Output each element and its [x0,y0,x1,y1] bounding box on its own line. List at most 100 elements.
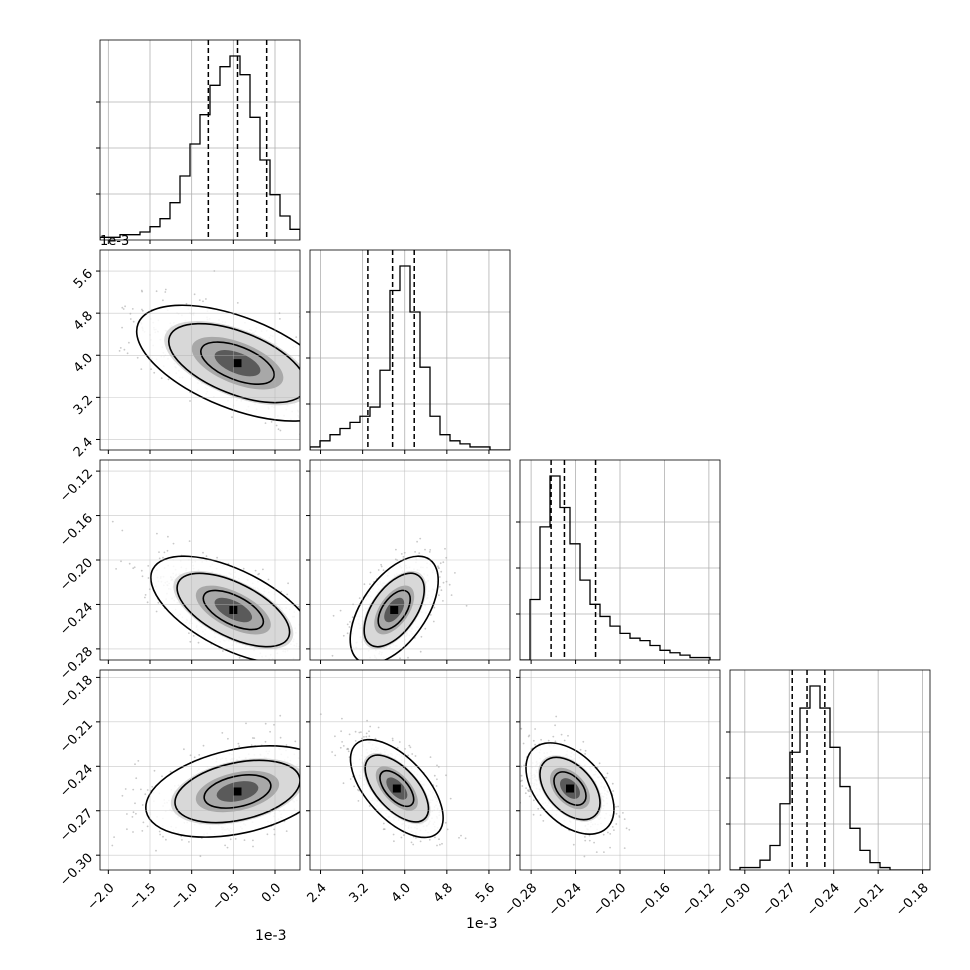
sample-point [323,371,325,373]
sample-point [256,665,258,667]
sample-point [286,662,288,664]
sample-point [315,394,317,396]
sample-point [258,572,260,575]
sample-point [303,749,305,751]
sample-point [357,788,359,791]
sample-point [369,725,372,728]
sample-point [164,291,167,293]
sample-point [132,831,134,833]
sample-point [189,400,191,402]
sample-point [275,424,278,427]
density-contour [364,754,430,823]
sample-point [216,556,219,559]
sample-point [307,367,309,369]
sample-point [588,839,591,842]
sample-point [169,770,172,773]
sample-point [315,362,317,364]
sample-point [520,727,523,730]
sample-point [326,651,328,653]
sample-point [147,577,150,579]
sample-point [254,569,257,572]
sample-point [438,576,441,578]
sample-point [306,668,308,670]
sample-point [305,712,307,714]
sample-point [266,833,269,836]
sample-point [380,563,382,566]
sample-point [158,830,161,833]
histogram-panel-2 [516,459,721,661]
sample-point [132,320,135,323]
sample-point [439,562,442,565]
sample-point [395,548,397,551]
sample-point [311,389,313,391]
sample-point [307,635,309,637]
sample-point [294,740,297,743]
sample-point [339,746,342,749]
sample-point [435,785,438,787]
sample-point [273,828,276,831]
density-contour [202,589,265,631]
sample-point [340,381,342,383]
sample-point [134,802,136,805]
sample-point [534,728,536,730]
sample-point [264,422,267,424]
sample-point [279,429,282,432]
sample-point [306,805,308,807]
sample-point [303,771,305,773]
sample-point [348,626,351,628]
sample-point [346,632,349,635]
sample-point [613,829,615,831]
sample-point [308,764,310,766]
sample-point [227,737,229,740]
sample-point [424,548,426,551]
sample-point [264,740,267,743]
sample-point [344,415,346,417]
sample-point [253,737,256,739]
sample-point [360,731,362,733]
sample-point [197,641,200,644]
sample-point [280,590,283,593]
sample-point [438,567,440,570]
sample-point [350,671,352,673]
sample-point [407,656,409,659]
panel-frame [99,249,301,451]
sample-point [126,813,128,815]
sample-point [419,840,422,843]
density-panel-1-0 [99,249,348,464]
sample-point [338,408,340,410]
sample-point [314,779,316,781]
sample-point [353,665,355,667]
sample-point [312,462,314,464]
sample-point [146,601,149,604]
sample-point [305,664,307,666]
sample-point [402,556,405,558]
sample-point [123,348,126,351]
sample-point [140,368,143,370]
sample-point [128,562,131,565]
density-panel-3-2 [519,669,721,871]
sample-point [416,540,418,543]
density-panel-2-0 [99,459,355,670]
sample-point [332,614,335,617]
sample-point [353,785,355,788]
sample-point [242,567,245,570]
sample-point [303,413,305,415]
sample-point [221,732,224,734]
sample-point [328,795,330,797]
sample-point [547,739,550,742]
sample-point [122,308,125,310]
sample-point [234,838,237,840]
sample-point [198,299,201,301]
sample-point [424,627,427,630]
sample-point [135,777,138,780]
sample-point [300,641,302,643]
sample-point [314,391,316,393]
sample-point [368,664,370,666]
density-contour [145,745,300,838]
density-contour [135,304,300,422]
sample-point [188,841,190,843]
sample-point [346,393,348,395]
sample-point [446,828,449,831]
sample-point [345,762,347,764]
